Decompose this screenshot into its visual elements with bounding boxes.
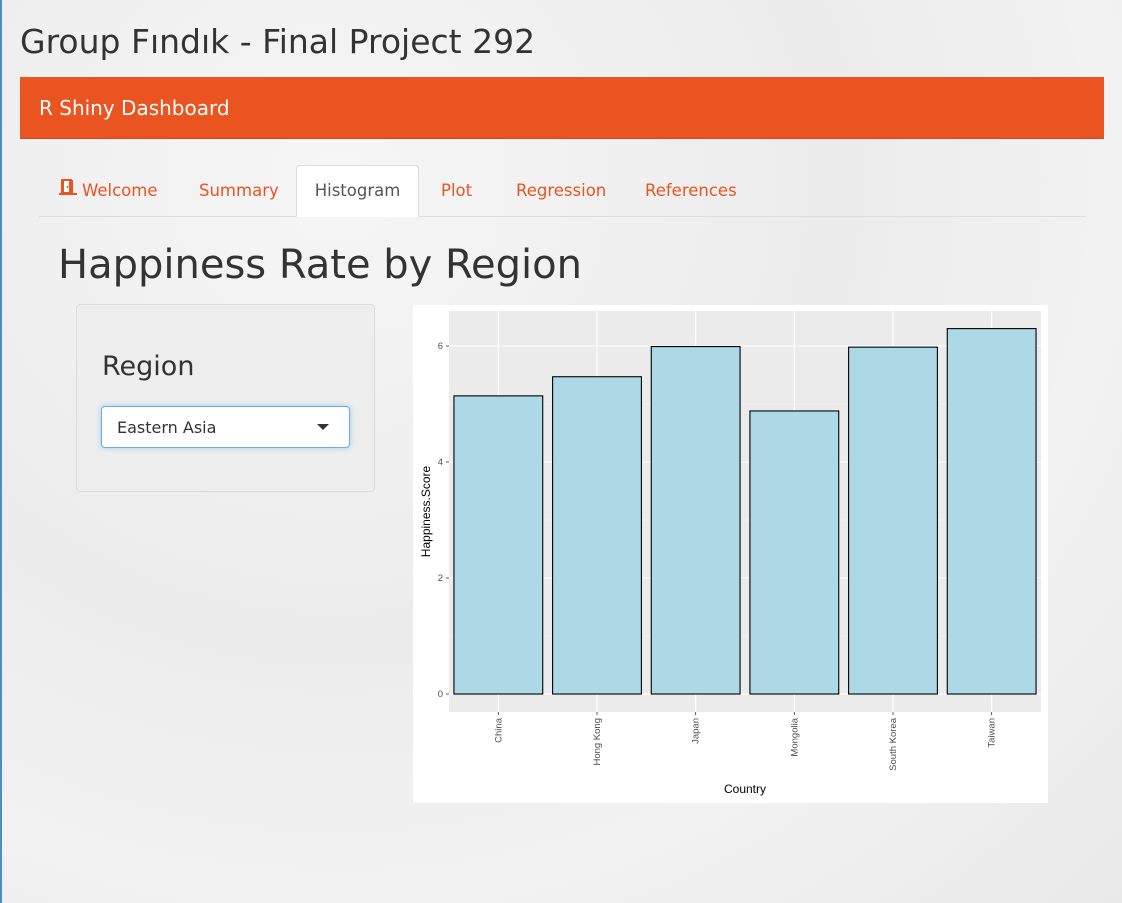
window-left-edge <box>0 0 2 903</box>
bar-chart: 0 2 4 6 China Hong Kong Japan Mongolia South Kor… <box>419 311 1041 796</box>
tab-references[interactable]: References <box>645 165 737 217</box>
tab-plot-label: Plot <box>441 181 473 200</box>
histogram-plot: 0 2 4 6 China Hong Kong Japan Mongolia South Kor… <box>413 305 1048 803</box>
region-label: Region <box>102 351 195 382</box>
tab-histogram[interactable]: Histogram <box>296 165 419 217</box>
x-axis-title: Country <box>724 782 766 796</box>
y-tick-label: 4 <box>438 457 443 468</box>
y-axis-title: Happiness.Score <box>419 465 433 557</box>
caret-down-icon[interactable] <box>317 424 329 430</box>
tab-plot[interactable]: Plot <box>441 165 472 217</box>
door-open-icon <box>59 164 77 216</box>
page-heading: Happiness Rate by Region <box>58 242 582 288</box>
bar-taiwan <box>946 328 1037 695</box>
x-tick-label: Hong Kong <box>592 718 603 766</box>
region-select-value: Eastern Asia <box>117 418 217 437</box>
x-tick-label: Mongolia <box>789 717 800 756</box>
x-tick-label: South Korea <box>888 717 899 771</box>
navbar-brand[interactable]: R Shiny Dashboard <box>39 96 230 120</box>
bar-china <box>453 395 544 695</box>
tab-histogram-label: Histogram <box>314 181 401 200</box>
app-title: Group Fındık - Final Project 292 <box>20 22 536 61</box>
plot-panel <box>449 311 1041 712</box>
bar-mongolia <box>749 410 840 695</box>
tab-regression[interactable]: Regression <box>516 165 606 217</box>
x-tick-label: China <box>493 717 504 743</box>
sidebar-panel: Region Eastern Asia <box>76 304 375 492</box>
tab-welcome-label: Welcome <box>82 181 158 200</box>
bar-hong-kong <box>552 376 642 695</box>
navbar: R Shiny Dashboard <box>20 77 1104 139</box>
x-tick-label: Japan <box>691 718 702 744</box>
region-select[interactable]: Eastern Asia <box>101 406 350 448</box>
y-tick-label: 6 <box>438 341 443 352</box>
tab-summary[interactable]: Summary <box>199 165 279 217</box>
tab-summary-label: Summary <box>199 181 279 200</box>
tab-welcome[interactable]: Welcome <box>59 165 157 217</box>
x-tick-label: Taiwan <box>987 718 998 748</box>
y-tick-label: 2 <box>438 573 443 584</box>
tab-bar: Welcome Summary Histogram Plot Regressio… <box>39 165 1086 217</box>
bar-south-korea <box>848 346 938 695</box>
bar-japan <box>650 346 741 695</box>
tab-regression-label: Regression <box>516 181 607 200</box>
tab-references-label: References <box>645 181 737 200</box>
y-tick-label: 0 <box>438 689 443 700</box>
